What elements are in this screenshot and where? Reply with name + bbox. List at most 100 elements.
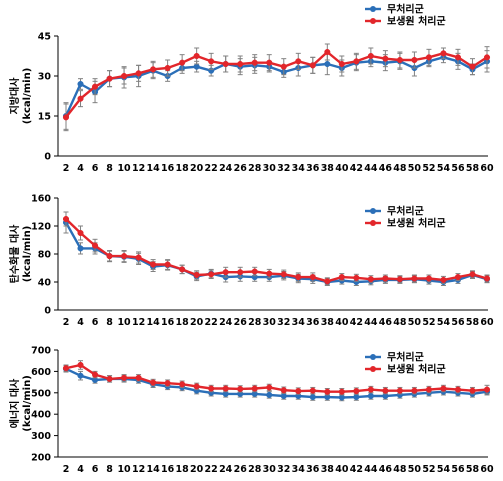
x-tick-label: 56: [451, 163, 465, 174]
y-tick-label: 700: [31, 346, 51, 357]
data-point: [309, 62, 316, 69]
y-axis-label-line2: (kcal/min): [22, 68, 33, 125]
data-point: [237, 269, 244, 276]
data-point: [483, 54, 491, 61]
x-tick-label: 14: [146, 464, 160, 475]
x-tick-label: 36: [306, 317, 320, 328]
x-tick-label: 50: [408, 317, 422, 328]
legend-entry-treatment: 보생원 처리군: [365, 15, 446, 28]
data-point: [483, 275, 491, 282]
data-point: [280, 63, 287, 70]
data-point: [411, 387, 418, 394]
legend-label: 무처리군: [387, 3, 424, 16]
data-point: [77, 361, 84, 369]
x-tick-label: 8: [106, 317, 113, 328]
data-point: [295, 388, 302, 395]
x-tick-label: 40: [335, 317, 349, 328]
data-point: [121, 253, 128, 260]
y-axis-label-line2: (kcal/min): [22, 226, 33, 283]
y-axis-label: 지방대사(kcal/min): [8, 68, 33, 125]
y-axis-label-line1: 탄수화물 대사: [8, 224, 21, 283]
legend-marker: [370, 208, 376, 214]
y-tick-label: 0: [44, 306, 51, 317]
y-axis-label-line2: (kcal/min): [22, 375, 33, 432]
x-tick-label: 20: [190, 163, 204, 174]
data-point: [179, 266, 186, 273]
x-tick-label: 60: [480, 317, 494, 328]
x-tick-label: 46: [379, 317, 393, 328]
x-tick-label: 32: [277, 464, 290, 475]
legend-entry-treatment: 보생원 처리군: [365, 363, 446, 376]
x-tick-label: 18: [176, 163, 190, 174]
data-point: [469, 63, 476, 70]
x-tick-label: 22: [205, 464, 218, 475]
data-point: [121, 72, 128, 80]
data-point: [193, 52, 200, 60]
legend-label: 무처리군: [387, 351, 424, 364]
x-tick-label: 28: [248, 163, 262, 174]
data-point: [440, 50, 447, 57]
data-point: [454, 274, 462, 281]
data-point: [411, 56, 418, 64]
x-tick-label: 48: [393, 464, 407, 475]
data-point: [309, 394, 316, 401]
y-axis-label-line1: 에너지 대사: [8, 378, 21, 428]
legend-marker: [370, 220, 376, 226]
x-tick-label: 54: [437, 317, 451, 328]
x-tick-label: 28: [248, 464, 262, 475]
data-point: [280, 387, 287, 394]
legend-entry-control: 무처리군: [365, 3, 424, 16]
data-point: [454, 386, 462, 393]
x-tick-label: 2: [63, 317, 70, 328]
series-control: [62, 50, 491, 130]
x-tick-label: 26: [234, 464, 248, 475]
x-tick-label: 58: [466, 163, 480, 174]
data-point: [208, 385, 215, 392]
x-tick-label: 16: [161, 163, 175, 174]
legend-entry-treatment: 보생원 처리군: [365, 217, 446, 230]
x-tick-label: 4: [77, 163, 84, 174]
data-point: [208, 271, 215, 278]
x-tick-label: 10: [117, 464, 131, 475]
data-point: [411, 275, 418, 282]
x-tick-label: 60: [480, 163, 494, 174]
legend-marker: [370, 6, 376, 12]
data-point: [91, 242, 99, 249]
x-tick-label: 36: [306, 464, 320, 475]
x-tick-label: 44: [364, 163, 378, 174]
data-point: [309, 387, 316, 394]
x-tick-label: 20: [190, 464, 204, 475]
data-point: [454, 54, 462, 61]
data-point: [164, 261, 171, 268]
data-point: [77, 372, 84, 379]
x-tick-label: 6: [92, 163, 99, 174]
data-point: [280, 271, 287, 278]
data-point: [106, 75, 113, 82]
x-tick-label: 34: [292, 317, 306, 328]
data-point: [425, 54, 432, 61]
data-point: [237, 60, 244, 68]
x-tick-label: 10: [117, 163, 131, 174]
data-point: [469, 271, 476, 278]
legend-label: 무처리군: [387, 205, 424, 218]
series-line: [65, 50, 488, 119]
data-point: [77, 80, 84, 88]
data-point: [266, 391, 273, 398]
data-point: [382, 55, 389, 62]
data-point: [106, 375, 113, 382]
x-tick-label: 50: [408, 464, 422, 475]
data-point: [309, 274, 316, 281]
x-tick-label: 6: [92, 317, 99, 328]
data-point: [135, 254, 142, 261]
data-point: [483, 386, 491, 393]
x-tick-label: 12: [132, 317, 145, 328]
y-tick-label: 15: [38, 112, 51, 123]
data-point: [440, 385, 447, 392]
data-point: [91, 371, 99, 378]
x-tick-label: 32: [277, 317, 290, 328]
legend-entry-control: 무처리군: [365, 351, 424, 364]
data-point: [469, 387, 476, 394]
data-point: [62, 114, 70, 121]
